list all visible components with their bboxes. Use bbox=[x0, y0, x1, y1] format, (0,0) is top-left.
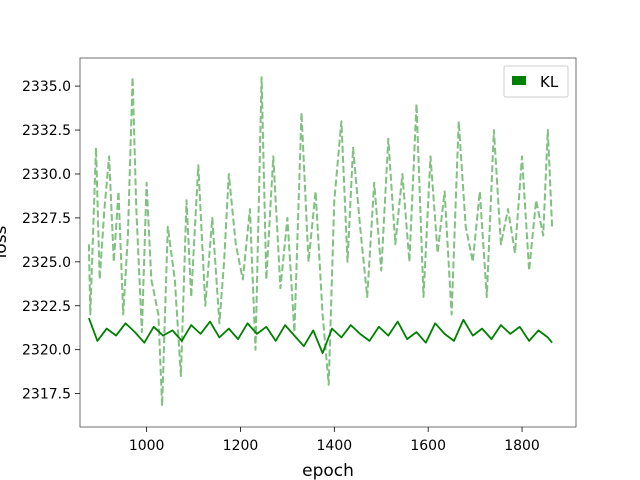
y-tick-label: 2325.0 bbox=[22, 255, 71, 271]
series-line-kl bbox=[88, 317, 553, 355]
y-axis: 2317.5 2320.0 2322.5 2325.0 2327.5 2330.0 2332… bbox=[22, 79, 80, 403]
legend-label-kl: KL bbox=[540, 73, 559, 91]
x-axis: 1000 1200 1400 1600 1800 bbox=[129, 427, 540, 454]
x-tick-label: 1600 bbox=[410, 438, 446, 454]
x-tick-label: 1000 bbox=[129, 438, 165, 454]
y-tick-label: 2317.5 bbox=[22, 387, 71, 403]
plot-frame bbox=[79, 57, 577, 428]
y-axis-title: loss bbox=[0, 225, 11, 258]
y-tick-label: 2327.5 bbox=[22, 211, 71, 227]
y-tick-label: 2332.5 bbox=[22, 123, 71, 139]
series-line-dashed bbox=[87, 76, 554, 407]
y-tick-label: 2320.0 bbox=[22, 343, 71, 359]
legend: KL bbox=[503, 65, 569, 98]
x-axis-title: epoch bbox=[302, 461, 354, 480]
legend-swatch-kl bbox=[512, 76, 526, 85]
x-tick-label: 1200 bbox=[223, 438, 259, 454]
x-tick-label: 1800 bbox=[504, 438, 540, 454]
y-tick-label: 2322.5 bbox=[22, 299, 71, 315]
y-tick-label: 2330.0 bbox=[22, 167, 71, 183]
legend-box bbox=[503, 65, 569, 98]
y-tick-label: 2335.0 bbox=[22, 79, 71, 95]
plot-area bbox=[87, 76, 554, 407]
x-tick-label: 1400 bbox=[317, 438, 353, 454]
